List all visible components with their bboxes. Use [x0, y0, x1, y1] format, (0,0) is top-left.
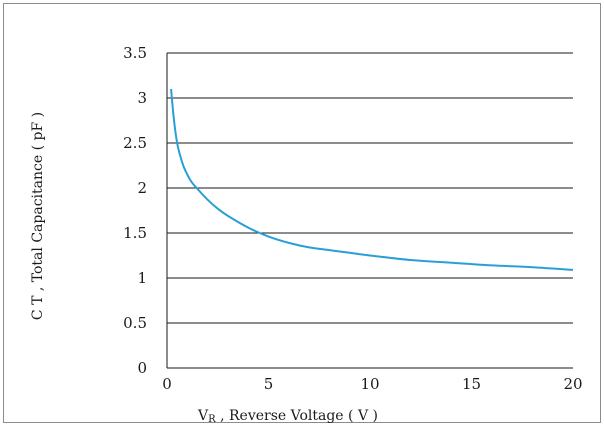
x-axis-title-main: V [197, 408, 209, 424]
x-axis-title-subscript: R [208, 414, 216, 424]
capacitance-chart: 0 0.5 1 1.5 2 2.5 3 3.5 0 5 10 15 20 C T , Total Ca… [30, 44, 583, 424]
y-tick-label: 3.5 [123, 44, 147, 62]
x-tick-label: 15 [462, 375, 481, 393]
x-tick-label: 0 [162, 375, 172, 393]
y-axis-title: C T , Total Capacitance ( pF ) [30, 112, 46, 320]
series-layer [170, 88, 574, 271]
y-tick-label: 1.5 [123, 224, 147, 242]
x-axis-title: VR , Reverse Voltage ( V ) [197, 408, 378, 424]
x-tick-label: 5 [264, 375, 274, 393]
gridlines [167, 52, 573, 324]
y-tick-label: 0.5 [123, 314, 147, 332]
x-tick-label: 10 [360, 375, 379, 393]
x-tick-labels: 0 5 10 15 20 [162, 375, 582, 393]
y-tick-label: 2.5 [123, 134, 147, 152]
y-tick-label: 0 [137, 359, 147, 377]
x-tick-label: 20 [563, 375, 582, 393]
y-tick-label: 2 [137, 179, 147, 197]
x-axis-title-rest: , Reverse Voltage ( V ) [216, 408, 378, 424]
y-tick-labels: 0 0.5 1 1.5 2 2.5 3 3.5 [123, 44, 147, 377]
y-tick-label: 3 [137, 89, 147, 107]
axes [166, 53, 573, 369]
capacitance-series-line [170, 88, 574, 271]
chart-frame: 0 0.5 1 1.5 2 2.5 3 3.5 0 5 10 15 20 C T , Total Ca… [3, 3, 601, 424]
y-tick-label: 1 [137, 269, 147, 287]
